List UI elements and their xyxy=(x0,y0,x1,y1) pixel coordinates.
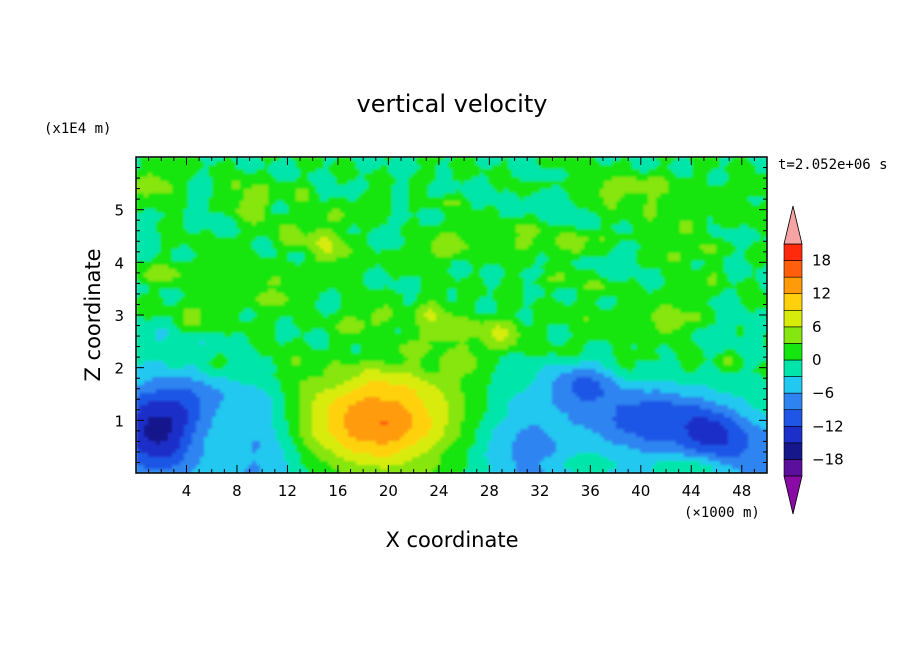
colorbar-tick-label: 0 xyxy=(812,351,822,369)
colorbar-segment xyxy=(783,326,803,344)
x-axis-ticks: 4 8 12 16 20 24 28 32 36 40 44 48 xyxy=(148,157,755,500)
velocity-field xyxy=(136,157,767,473)
x-tick-label: 40 xyxy=(631,482,650,500)
colorbar-segment xyxy=(783,243,803,261)
colorbar-segment xyxy=(783,309,803,328)
x-tick-label: 24 xyxy=(429,482,448,500)
y-tick-label: 3 xyxy=(114,307,124,325)
colorbar-segment xyxy=(783,425,803,444)
colorbar-tick-label: −12 xyxy=(812,417,844,435)
colorbar-tick-label: 18 xyxy=(812,252,831,270)
x-axis-label: X coordinate xyxy=(385,528,518,552)
x-tick-label: 36 xyxy=(581,482,600,500)
x-tick-label: 12 xyxy=(278,482,297,500)
x-tick-label: 20 xyxy=(379,482,398,500)
colorbar-segment xyxy=(783,442,803,460)
colorbar-segment xyxy=(783,409,803,427)
colorbar-segment xyxy=(783,392,803,411)
colorbar-under-triangle xyxy=(783,475,803,515)
colorbar-tick-label: −6 xyxy=(812,384,834,402)
y-axis-ticks: 1 2 3 4 5 xyxy=(114,167,767,463)
colorbar-segment xyxy=(783,359,803,377)
colorbar-segment xyxy=(783,376,803,394)
colorbar: 18 12 6 0 −6 −12 −18 xyxy=(783,205,844,515)
colorbar-tick-label: 6 xyxy=(812,318,822,336)
y-unit-label: (x1E4 m) xyxy=(44,121,111,137)
colorbar-segment xyxy=(783,343,803,361)
y-tick-label: 1 xyxy=(114,412,124,430)
y-tick-label: 4 xyxy=(114,254,124,272)
colorbar-over-triangle xyxy=(783,205,803,245)
y-tick-label: 5 xyxy=(114,202,124,220)
colorbar-segment xyxy=(783,293,803,311)
time-label: t=2.052e+06 s xyxy=(778,157,888,173)
colorbar-tick-label: 12 xyxy=(812,285,831,303)
x-tick-label: 8 xyxy=(232,482,242,500)
x-tick-label: 4 xyxy=(182,482,192,500)
colorbar-segment xyxy=(783,276,803,295)
colorbar-segment xyxy=(783,459,803,477)
colorbar-segment xyxy=(783,260,803,278)
colorbar-tick-label: −18 xyxy=(812,450,844,468)
x-tick-label: 32 xyxy=(530,482,549,500)
y-tick-label: 2 xyxy=(114,360,124,378)
x-unit-label: (×1000 m) xyxy=(684,505,760,521)
y-axis-label: Z coordinate xyxy=(81,248,105,381)
x-tick-label: 44 xyxy=(682,482,701,500)
chart-title: vertical velocity xyxy=(357,90,548,118)
x-tick-label: 48 xyxy=(732,482,751,500)
x-tick-label: 16 xyxy=(328,482,347,500)
x-tick-label: 28 xyxy=(480,482,499,500)
